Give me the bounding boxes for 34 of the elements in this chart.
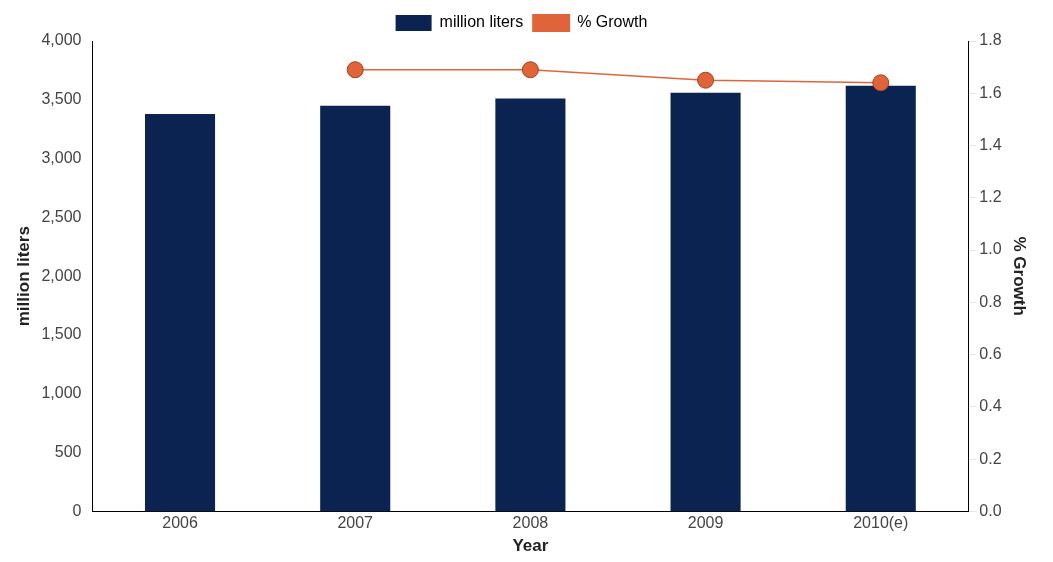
y2-tick-label: 0.2 bbox=[979, 449, 1002, 467]
bar bbox=[144, 113, 216, 512]
bar bbox=[845, 85, 916, 512]
legend-label: % Growth bbox=[577, 13, 648, 31]
y-tick-label: 1,500 bbox=[41, 325, 82, 343]
y2-tick-label: 1.0 bbox=[979, 240, 1002, 258]
y-axis-title: million liters bbox=[13, 226, 33, 327]
y-tick-label: 2,000 bbox=[41, 266, 82, 284]
y-tick-label: 1,000 bbox=[41, 384, 82, 402]
bar bbox=[320, 105, 391, 512]
x-tick-label: 2009 bbox=[687, 514, 724, 532]
y2-tick-label: 0.0 bbox=[979, 501, 1002, 519]
y-tick-label: 500 bbox=[54, 443, 82, 461]
y-tick-label: 0 bbox=[72, 501, 82, 519]
y2-axis-title: % Growth bbox=[1010, 236, 1030, 316]
x-tick-label: 2006 bbox=[162, 514, 198, 532]
legend-label: million liters bbox=[439, 13, 524, 31]
x-axis-title: Year bbox=[512, 536, 549, 556]
x-tick-label: 2010(e) bbox=[853, 514, 909, 532]
y2-tick-label: 1.6 bbox=[979, 83, 1002, 101]
y2-tick-label: 1.8 bbox=[979, 31, 1002, 49]
y2-tick-label: 0.4 bbox=[979, 397, 1002, 415]
y-tick-label: 2,500 bbox=[41, 207, 82, 225]
bar bbox=[495, 98, 566, 512]
y-tick-label: 4,000 bbox=[41, 31, 82, 49]
y-tick-label: 3,500 bbox=[41, 90, 82, 108]
y2-tick-label: 0.8 bbox=[979, 292, 1002, 310]
y2-tick-label: 1.4 bbox=[979, 135, 1002, 153]
y-tick-label: 3,000 bbox=[41, 149, 82, 167]
y2-tick-label: 0.6 bbox=[979, 345, 1002, 363]
x-tick-label: 2007 bbox=[337, 514, 374, 532]
y2-tick-label: 1.2 bbox=[979, 188, 1002, 206]
bar bbox=[670, 92, 741, 512]
x-tick-label: 2008 bbox=[512, 514, 549, 532]
